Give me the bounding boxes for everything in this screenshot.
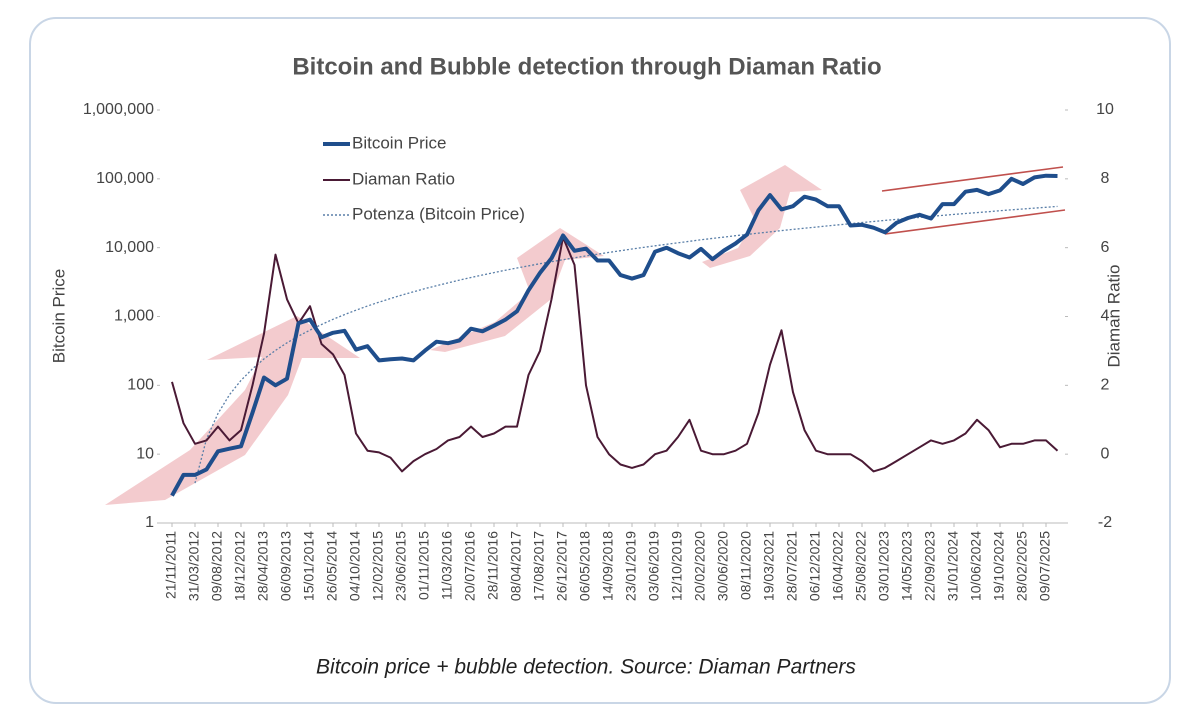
legend-label: Potenza (Bitcoin Price): [352, 204, 525, 223]
x-tick-label: 31/03/2012: [186, 531, 202, 601]
card: [29, 17, 1171, 704]
y-tick-label: 1,000,000: [83, 101, 154, 118]
x-tick-label: 09/07/2025: [1037, 531, 1053, 601]
bubble-arrows: [105, 165, 822, 505]
y-tick-label: 10,000: [105, 239, 154, 256]
y2-tick-label: 6: [1101, 239, 1110, 256]
x-tick-label: 01/11/2015: [416, 531, 432, 600]
x-tick-label: 14/09/2018: [600, 531, 616, 601]
x-tick-label: 16/04/2022: [830, 531, 846, 601]
legend-label: Bitcoin Price: [352, 133, 446, 152]
x-tick-label: 23/01/2019: [623, 531, 639, 601]
x-tick-label: 03/06/2019: [646, 531, 662, 601]
arrow: [702, 165, 822, 268]
x-tick-label: 11/03/2016: [439, 531, 455, 600]
x-tick-label: 06/09/2013: [278, 531, 294, 601]
y-tick-label: 100,000: [96, 170, 154, 187]
x-tick-label: 08/11/2020: [738, 531, 754, 600]
x-tick-label: 21/11/2011: [163, 531, 179, 599]
x-tick-label: 14/05/2023: [899, 531, 915, 601]
x-tick-label: 10/06/2024: [968, 531, 984, 601]
arrow: [105, 316, 360, 505]
x-tick-label: 15/01/2014: [301, 531, 317, 601]
x-tick-label: 28/02/2025: [1014, 531, 1030, 601]
channel-lower: [884, 209, 1066, 235]
x-tick-label: 22/09/2023: [922, 531, 938, 601]
x-tick-label: 28/07/2021: [784, 531, 800, 601]
x-tick-label: 20/02/2020: [692, 531, 708, 601]
x-tick-label: 08/04/2017: [508, 531, 524, 601]
legend-label: Diaman Ratio: [352, 169, 455, 188]
y2-tick-label: 10: [1096, 101, 1114, 118]
x-tick-label: 26/05/2014: [324, 531, 340, 601]
arrow: [430, 228, 604, 352]
x-tick-label: 19/03/2021: [761, 531, 777, 601]
x-tick-label: 17/08/2017: [531, 531, 547, 601]
channel-lines: [881, 166, 1066, 235]
x-tick-label: 20/07/2016: [462, 531, 478, 601]
series-line: [170, 173, 1058, 497]
y2-tick-label: 4: [1101, 308, 1110, 325]
y2-tick-label: -2: [1098, 514, 1112, 531]
x-tick-label: 19/10/2024: [991, 531, 1007, 601]
caption: Bitcoin price + bubble detection. Source…: [316, 656, 856, 679]
x-tick-label: 12/02/2015: [370, 531, 386, 601]
y-tick-label: 10: [136, 445, 154, 462]
x-tick-label: 12/10/2019: [669, 531, 685, 601]
y2-axis-title: Diaman Ratio: [1104, 265, 1123, 368]
x-tick-label: 18/12/2012: [232, 531, 248, 601]
y-axis-title: Bitcoin Price: [49, 269, 68, 363]
channel-upper: [881, 166, 1064, 192]
x-tick-label: 30/06/2020: [715, 531, 731, 601]
x-tick-label: 31/01/2024: [945, 531, 961, 601]
x-tick-label: 25/08/2022: [853, 531, 869, 601]
x-tick-label: 09/08/2012: [209, 531, 225, 601]
x-tick-label: 23/06/2015: [393, 531, 409, 601]
x-tick-label: 03/01/2023: [876, 531, 892, 601]
y-tick-label: 1: [145, 514, 154, 531]
y-tick-label: 1,000: [114, 308, 154, 325]
x-tick-label: 28/04/2013: [255, 531, 271, 601]
y-tick-label: 100: [127, 377, 154, 394]
y2-tick-label: 2: [1101, 377, 1110, 394]
x-tick-label: 06/12/2021: [807, 531, 823, 601]
y2-tick-label: 0: [1101, 445, 1110, 462]
x-tick-label: 06/05/2018: [577, 531, 593, 601]
y2-tick-label: 8: [1101, 170, 1110, 187]
x-tick-label: 04/10/2014: [347, 531, 363, 601]
x-tick-label: 28/11/2016: [485, 531, 501, 600]
chart-title: Bitcoin and Bubble detection through Dia…: [292, 53, 881, 80]
x-tick-label: 26/12/2017: [554, 531, 570, 601]
